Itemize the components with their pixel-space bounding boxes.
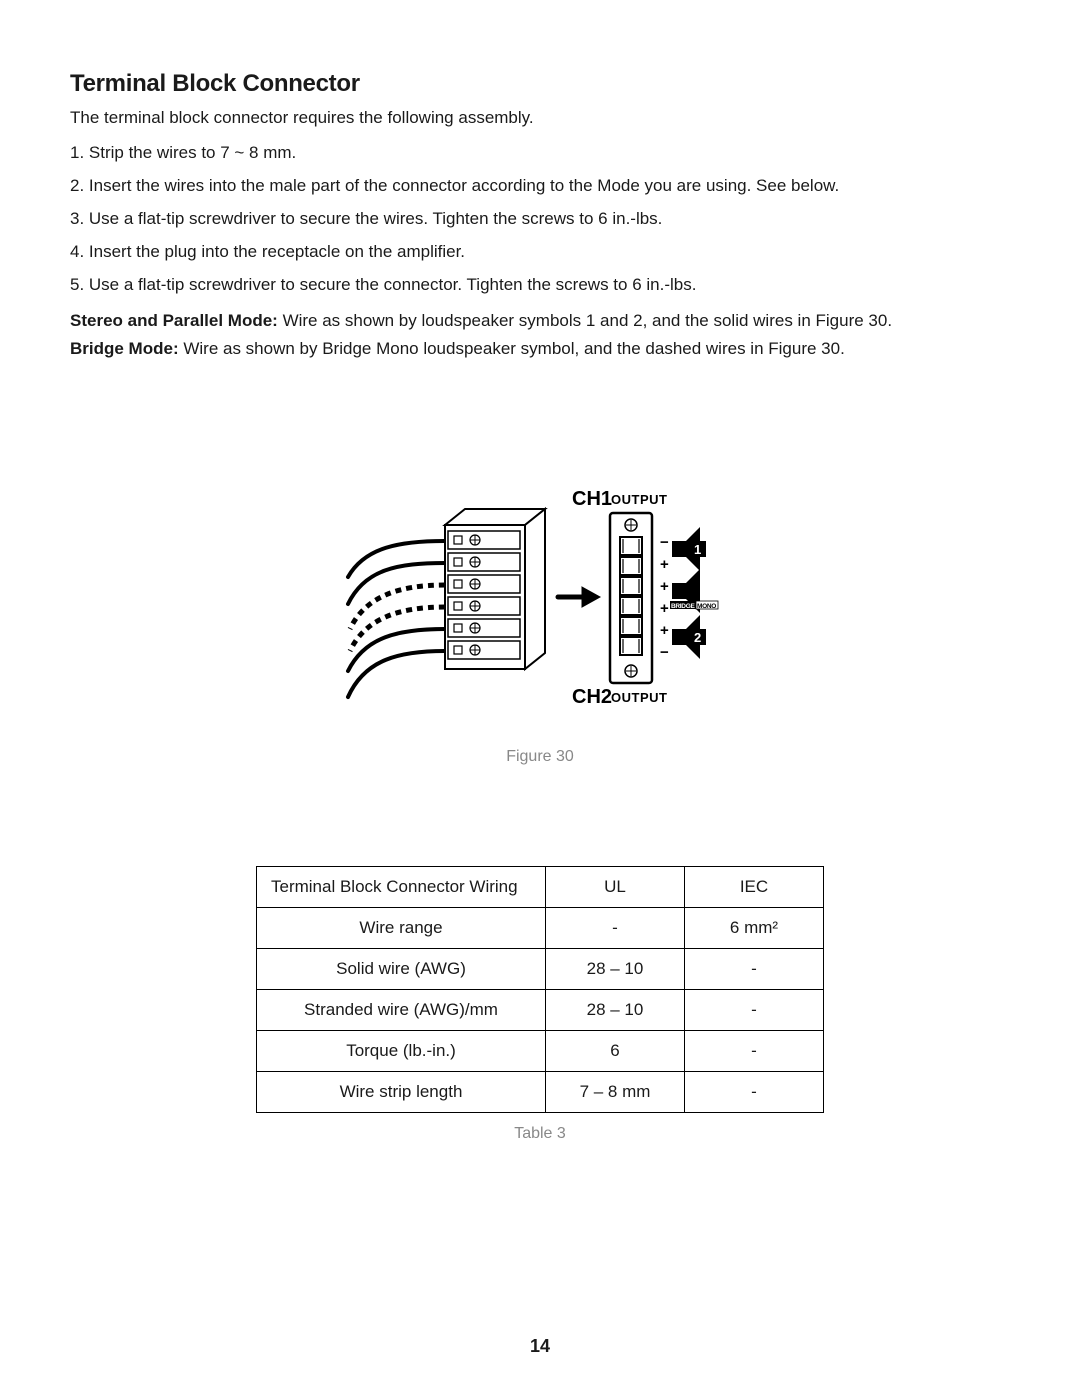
table-row: Torque (lb.-in.) 6 -: [257, 1030, 824, 1071]
cell: Stranded wire (AWG)/mm: [257, 989, 546, 1030]
output-bottom-label: OUTPUT: [611, 690, 667, 705]
section-title: Terminal Block Connector: [70, 70, 1010, 98]
cell: 6 mm²: [685, 907, 824, 948]
cell: Wire strip length: [257, 1071, 546, 1112]
output-top-label: OUTPUT: [611, 492, 667, 507]
stereo-mode-text: Wire as shown by loudspeaker symbols 1 a…: [278, 311, 892, 330]
table-block: Terminal Block Connector Wiring UL IEC W…: [70, 866, 1010, 1143]
col-header-1: UL: [546, 866, 685, 907]
svg-text:+: +: [660, 622, 669, 639]
figure-block: − + 1 + + BRIDGE MONO + −: [70, 479, 1010, 766]
step-5: 5. Use a ﬂat-tip screwdriver to secure t…: [70, 274, 1010, 297]
step-2: 2. Insert the wires into the male part o…: [70, 175, 1010, 198]
ch2-label: CH2: [572, 686, 612, 708]
svg-text:+: +: [660, 556, 669, 573]
document-page: Terminal Block Connector The terminal bl…: [0, 0, 1080, 1397]
bridge-mode-line: Bridge Mode: Wire as shown by Bridge Mon…: [70, 339, 1010, 359]
speaker-2-label: 2: [694, 630, 701, 645]
cell: Wire range: [257, 907, 546, 948]
cell: -: [685, 1030, 824, 1071]
col-header-2: IEC: [685, 866, 824, 907]
cell: 6: [546, 1030, 685, 1071]
svg-text:+: +: [660, 600, 669, 617]
page-number: 14: [0, 1336, 1080, 1357]
cell: Torque (lb.-in.): [257, 1030, 546, 1071]
cell: 28 – 10: [546, 989, 685, 1030]
table-row: Solid wire (AWG) 28 – 10 -: [257, 948, 824, 989]
cell: -: [685, 948, 824, 989]
ch1-label: CH1: [572, 488, 612, 510]
cell: Solid wire (AWG): [257, 948, 546, 989]
bridge-mode-label: Bridge Mode:: [70, 339, 179, 358]
table-row: Wire strip length 7 – 8 mm -: [257, 1071, 824, 1112]
cell: -: [685, 1071, 824, 1112]
bridge-label: BRIDGE: [671, 603, 695, 610]
cell: 28 – 10: [546, 948, 685, 989]
step-4: 4. Insert the plug into the receptacle o…: [70, 241, 1010, 264]
step-3: 3. Use a ﬂat-tip screwdriver to secure t…: [70, 208, 1010, 231]
terminal-block-diagram: − + 1 + + BRIDGE MONO + −: [330, 479, 750, 729]
stereo-mode-line: Stereo and Parallel Mode: Wire as shown …: [70, 311, 1010, 331]
figure-caption: Figure 30: [70, 748, 1010, 766]
spec-table: Terminal Block Connector Wiring UL IEC W…: [256, 866, 824, 1113]
step-1: 1. Strip the wires to 7 ~ 8 mm.: [70, 142, 1010, 165]
table-row: Wire range - 6 mm²: [257, 907, 824, 948]
svg-text:−: −: [660, 644, 669, 661]
table-header-row: Terminal Block Connector Wiring UL IEC: [257, 866, 824, 907]
stereo-mode-label: Stereo and Parallel Mode:: [70, 311, 278, 330]
svg-text:+: +: [660, 578, 669, 595]
cell: 7 – 8 mm: [546, 1071, 685, 1112]
bridge-mode-text: Wire as shown by Bridge Mono loudspeaker…: [179, 339, 845, 358]
col-header-0: Terminal Block Connector Wiring: [257, 866, 546, 907]
cell: -: [685, 989, 824, 1030]
table-row: Stranded wire (AWG)/mm 28 – 10 -: [257, 989, 824, 1030]
speaker-1-label: 1: [694, 542, 701, 557]
cell: -: [546, 907, 685, 948]
svg-text:−: −: [660, 534, 669, 551]
intro-paragraph: The terminal block connector requires th…: [70, 108, 1010, 128]
mono-label: MONO: [697, 603, 716, 610]
table-caption: Table 3: [70, 1125, 1010, 1143]
assembly-steps: 1. Strip the wires to 7 ~ 8 mm. 2. Inser…: [70, 142, 1010, 297]
